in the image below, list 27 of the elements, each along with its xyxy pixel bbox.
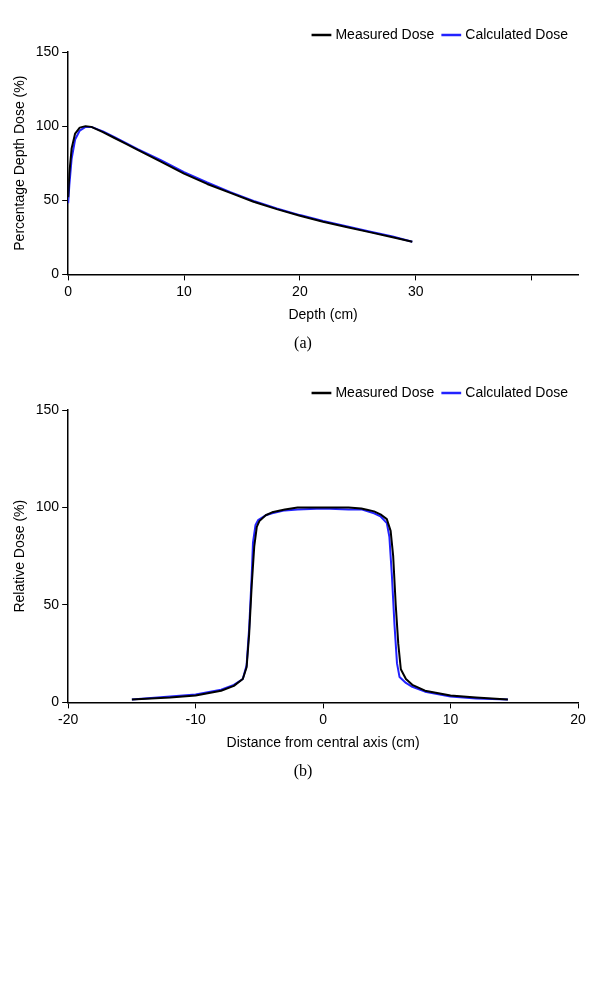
legend-label: Measured Dose	[335, 25, 435, 42]
x-tick-label: -20	[58, 710, 79, 727]
text: (a)	[293, 334, 313, 352]
x-tick-label: 20	[570, 710, 586, 727]
legend-label: Measured Dose	[335, 383, 435, 400]
y-tick-label: 150	[35, 42, 60, 59]
x-tick-label: 0	[319, 710, 328, 727]
y-tick-label: 0	[51, 693, 60, 710]
text: (b)	[292, 762, 314, 780]
y-tick-label: 50	[43, 191, 60, 208]
y-tick-label: 100	[35, 498, 60, 515]
y-tick-label: 50	[43, 595, 60, 612]
legend-label: Calculated Dose	[465, 25, 569, 42]
x-tick-label: 10	[176, 282, 193, 299]
x-tick-label: 10	[442, 710, 459, 727]
y-axis-title: Percentage Depth Dose (%)	[11, 75, 28, 251]
y-tick-label: 150	[35, 400, 60, 417]
x-axis-title: Depth (cm)	[288, 306, 358, 323]
x-tick-label: 20	[292, 282, 308, 299]
x-axis-title: Distance from central axis (cm)	[226, 734, 420, 751]
legend-label: Calculated Dose	[465, 383, 569, 400]
y-tick-label: 100	[35, 116, 60, 133]
x-tick-label: -10	[185, 710, 206, 727]
x-tick-label: 0	[64, 282, 73, 299]
x-tick-label: 30	[407, 282, 424, 299]
y-tick-label: 0	[51, 265, 60, 282]
y-axis-title: Relative Dose (%)	[11, 499, 28, 613]
